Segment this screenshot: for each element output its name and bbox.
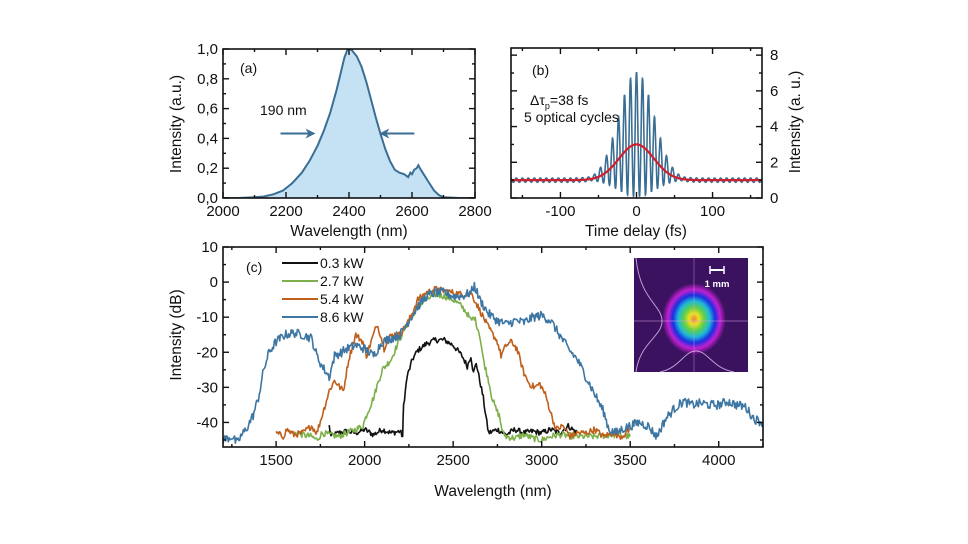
panel-c-marks [223, 281, 763, 444]
y-tick-label: 0 [210, 274, 218, 291]
spectrum-line [223, 49, 475, 198]
scale-bar-label: 1 mm [705, 279, 730, 290]
panel-b-tick-labels: -100 0 100 0 2 4 6 8 [545, 47, 778, 220]
delta-tau-value: =38 fs [550, 92, 589, 108]
x-tick-label: 3500 [614, 452, 647, 469]
y-tick-label: -40 [196, 414, 218, 431]
y-tick-label: 0,8 [197, 71, 218, 88]
fwhm-arrows [280, 128, 415, 139]
y-tick-label: 4 [770, 119, 778, 136]
x-tick-label: 2000 [348, 452, 381, 469]
y-tick-label: 1,0 [197, 41, 218, 58]
x-tick-label: 100 [700, 203, 725, 220]
y-tick-label: -20 [196, 344, 218, 361]
panel-b-frame [510, 47, 763, 199]
inset-vertical-profile [635, 257, 663, 373]
x-tick-label: 0 [632, 203, 640, 220]
panel-b-marks [511, 71, 762, 198]
panel-c-frame [222, 246, 764, 448]
beam-profile-inset: 1 mm [634, 257, 748, 373]
panel-c-label: (c) [246, 259, 262, 275]
panel-b-ylabel: Intensity (a. u.) [787, 71, 804, 174]
panel-a: 2000 2200 2400 2600 2800 0,0 0,2 0,4 0,6 0,8 1,0 (… [168, 41, 492, 240]
x-tick-label: 2400 [332, 203, 365, 220]
inset-horizontal-profile [659, 350, 735, 373]
legend: 0.3 kW 2.7 kW 5.4 kW 8.6 kW [282, 255, 364, 325]
panel-a-ylabel: Intensity (a.u.) [168, 75, 185, 173]
panel-b-label: (b) [532, 62, 549, 78]
y-tick-label: 10 [201, 239, 218, 256]
panel-a-marks [223, 49, 475, 198]
x-tick-label: -100 [545, 203, 575, 220]
legend-label: 0.3 kW [320, 255, 364, 271]
optical-cycles-annotation: 5 optical cycles [524, 109, 619, 125]
y-tick-label: 8 [770, 47, 778, 64]
x-tick-label: 2200 [269, 203, 302, 220]
series-line-0-3-kW [328, 336, 578, 438]
x-tick-label: 4000 [702, 452, 735, 469]
panel-b: -100 0 100 0 2 4 6 8 (b) Δτp=38 fs 5 optical cy… [510, 47, 804, 240]
fwhm-arrow-left-head [305, 128, 316, 139]
fwhm-arrow-right-head [379, 128, 390, 139]
x-tick-label: 2000 [206, 203, 239, 220]
panel-c-xlabel: Wavelength (nm) [434, 483, 551, 500]
panel-a-label: (a) [240, 60, 257, 76]
y-tick-label: 0,6 [197, 101, 218, 118]
series-line-5-4-kW [275, 285, 631, 441]
legend-label: 2.7 kW [320, 273, 364, 289]
y-tick-label: 6 [770, 83, 778, 100]
y-tick-label: 0,0 [197, 190, 218, 207]
panel-c-ylabel: Intensity (dB) [168, 289, 185, 380]
fwhm-annotation: 190 nm [260, 102, 307, 118]
x-tick-label: 1500 [259, 452, 292, 469]
panel-c: 1500 2000 2500 3000 3500 4000100-10-20-30-40 … [168, 239, 764, 500]
series-line-8-6-kW [223, 281, 763, 444]
x-tick-label: 2600 [395, 203, 428, 220]
y-tick-label: -10 [196, 309, 218, 326]
panel-c-tick-labels: 1500 2000 2500 3000 3500 4000 10 0 -10 -20 -30 -40 [196, 239, 735, 469]
legend-label: 8.6 kW [320, 309, 364, 325]
panel-a-tick-labels: 2000 2200 2400 2600 2800 0,0 0,2 0,4 0,6 0,8 1,0 [197, 41, 492, 220]
delta-tau-sub: p [545, 101, 550, 111]
x-tick-label: 2500 [436, 452, 469, 469]
x-tick-label: 2800 [458, 203, 491, 220]
y-tick-label: -30 [196, 379, 218, 396]
y-tick-label: 0,4 [197, 130, 218, 147]
panel-a-xlabel: Wavelength (nm) [290, 223, 407, 240]
panel-a-frame [222, 48, 476, 199]
series-line-2-7-kW [293, 291, 631, 443]
interferometric-autocorrelation-line [511, 71, 762, 198]
panel-b-xlabel: Time delay (fs) [585, 223, 687, 240]
intensity-autocorrelation-line [511, 143, 762, 182]
legend-label: 5.4 kW [320, 291, 364, 307]
y-tick-label: 2 [770, 154, 778, 171]
x-tick-label: 3000 [525, 452, 558, 469]
delta-tau: Δτ [530, 92, 545, 108]
panel-c-ticks [223, 246, 764, 447]
y-tick-label: 0,2 [197, 160, 218, 177]
pulse-duration-annotation: Δτp=38 fs [530, 92, 588, 111]
y-tick-label: 0 [770, 190, 778, 207]
spectrum-area [223, 49, 475, 198]
